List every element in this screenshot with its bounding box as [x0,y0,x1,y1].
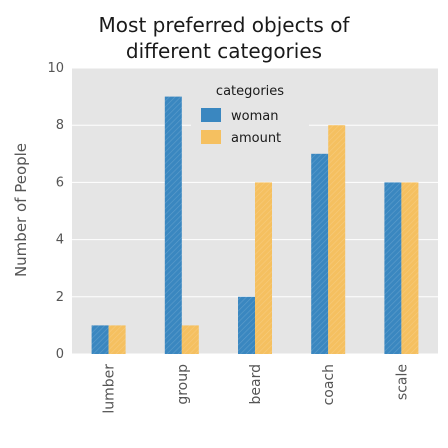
legend-title: categories [216,84,284,99]
x-tick-label-lumber: lumber [102,364,118,414]
bar-group-woman [164,96,182,354]
legend: categories woman amount [191,72,309,156]
bar-scale-woman [384,182,402,354]
x-tick-label-group: group [175,364,191,405]
bar-beard-woman [238,296,255,354]
bar-coach-amount [328,125,346,354]
y-axis-ticks: 0 2 4 6 8 10 [47,61,64,362]
bar-group-amount [181,325,199,354]
y-tick-label: 8 [56,118,64,133]
y-axis-label: Number of People [12,143,30,277]
y-tick-label: 4 [56,233,64,248]
bar-beard-amount [255,182,272,354]
y-tick-label: 2 [56,290,64,305]
legend-label-amount: amount [231,131,281,146]
x-tick-label-scale: scale [394,364,410,400]
chart-title-line-2: different categories [126,39,322,63]
y-tick-label: 6 [56,175,64,190]
bar-scale-amount [401,182,419,354]
legend-label-woman: woman [231,109,278,124]
x-tick-label-beard: beard [248,364,264,404]
bar-lumber-woman [91,325,109,354]
legend-swatch-woman [201,108,221,122]
x-axis-ticks: lumber group beard coach scale [102,364,411,414]
bars [91,96,419,354]
bar-lumber-amount [108,325,126,354]
x-tick-label-coach: coach [321,364,337,405]
y-tick-label: 10 [47,61,64,76]
y-tick-label: 0 [56,347,64,362]
bar-coach-woman [311,153,329,354]
legend-swatch-amount [201,130,221,144]
chart-title-line-1: Most preferred objects of [99,13,351,37]
